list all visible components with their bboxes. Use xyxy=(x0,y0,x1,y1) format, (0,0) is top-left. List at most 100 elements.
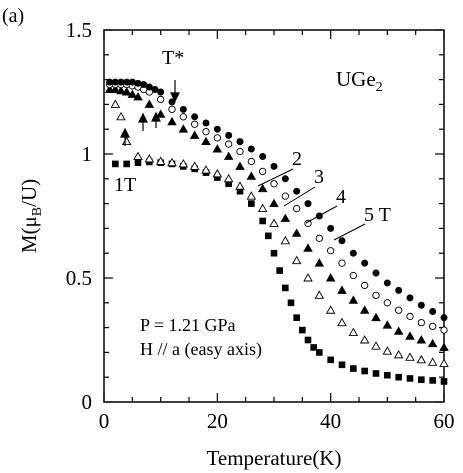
series-5 xyxy=(106,78,448,322)
data-point xyxy=(348,327,359,337)
data-point xyxy=(259,217,266,225)
data-point xyxy=(417,301,425,309)
data-point xyxy=(293,314,300,321)
data-point xyxy=(314,258,325,267)
panel-label: (a) xyxy=(2,5,24,27)
data-point xyxy=(213,134,221,142)
data-point xyxy=(393,326,404,335)
data-point xyxy=(123,78,131,86)
data-point xyxy=(116,111,126,121)
data-point xyxy=(178,159,189,168)
leader-line-2 xyxy=(257,168,294,187)
data-point xyxy=(246,191,257,200)
data-point xyxy=(395,286,403,294)
data-point xyxy=(257,203,268,213)
data-point xyxy=(280,213,291,222)
arrow-1t xyxy=(120,127,130,146)
data-point xyxy=(280,235,291,245)
data-point xyxy=(405,331,415,340)
data-point xyxy=(121,136,132,146)
leader-line-3 xyxy=(283,186,316,207)
data-point xyxy=(314,290,325,299)
data-point xyxy=(247,145,255,153)
data-point xyxy=(327,247,335,255)
data-point xyxy=(427,338,438,348)
data-point xyxy=(110,99,121,108)
data-point xyxy=(121,87,132,96)
data-point xyxy=(348,295,359,304)
data-point xyxy=(225,131,233,139)
data-point xyxy=(189,130,200,139)
data-point xyxy=(259,152,267,160)
data-point xyxy=(270,249,278,257)
data-point xyxy=(223,173,234,183)
data-point xyxy=(112,160,119,168)
compound-label: UGe2 xyxy=(336,67,383,95)
data-markers xyxy=(104,78,449,385)
data-point xyxy=(259,167,267,176)
data-point xyxy=(325,273,336,282)
x-axis-label: Temperature(K) xyxy=(207,446,342,470)
field-direction-annotation: H // a (easy axis) xyxy=(140,339,262,360)
data-point xyxy=(291,255,302,265)
data-point xyxy=(429,377,436,384)
axis-ticks xyxy=(103,29,445,403)
data-point xyxy=(310,344,317,351)
data-point xyxy=(270,180,278,188)
pressure-annotation: P = 1.21 GPa xyxy=(140,315,236,335)
y-axis-label: M(μB/U) xyxy=(17,179,45,253)
data-point xyxy=(236,138,244,146)
data-point xyxy=(212,168,223,178)
data-point xyxy=(359,335,370,344)
x-tick-label: 20 xyxy=(207,409,228,433)
data-point xyxy=(406,312,414,321)
leader-line-5t xyxy=(333,223,366,241)
data-point xyxy=(359,305,370,314)
data-point xyxy=(304,336,312,344)
data-point xyxy=(418,376,425,383)
data-point xyxy=(303,243,313,252)
data-point xyxy=(405,352,415,361)
series-2 xyxy=(110,99,449,368)
data-point xyxy=(133,151,143,160)
field-label-5t: 5 T xyxy=(364,204,391,226)
data-point xyxy=(417,318,425,327)
data-point xyxy=(427,357,438,366)
data-point xyxy=(212,144,223,153)
data-point xyxy=(235,181,245,190)
data-point xyxy=(246,171,257,180)
data-point xyxy=(191,113,199,121)
data-point xyxy=(281,192,289,200)
series-3 xyxy=(104,84,449,351)
data-point xyxy=(338,361,346,369)
data-point xyxy=(168,105,176,114)
data-point xyxy=(440,326,448,334)
data-point xyxy=(416,335,427,344)
data-point xyxy=(372,269,380,277)
data-point xyxy=(429,307,437,315)
data-point xyxy=(155,109,166,118)
transition-arrows xyxy=(120,80,180,146)
leader-line-4 xyxy=(305,205,338,224)
data-point xyxy=(337,285,347,294)
data-point xyxy=(117,78,125,86)
y-tick-labels: 0 0.5 1 1.5 xyxy=(66,18,92,414)
tstar-label: T* xyxy=(162,47,184,69)
y-tick-label: 0 xyxy=(82,390,93,414)
data-point xyxy=(179,105,187,113)
data-point xyxy=(382,346,393,355)
data-point xyxy=(265,232,272,240)
data-point xyxy=(361,281,369,290)
data-point xyxy=(338,237,346,245)
data-point xyxy=(225,180,232,188)
data-point xyxy=(429,322,437,331)
data-point xyxy=(282,284,289,292)
data-point xyxy=(382,320,393,329)
data-point xyxy=(248,200,255,207)
data-point xyxy=(213,125,221,133)
data-point xyxy=(104,84,115,93)
data-point xyxy=(372,291,380,300)
data-point xyxy=(371,312,381,322)
data-point xyxy=(338,259,346,267)
data-point xyxy=(168,98,176,106)
